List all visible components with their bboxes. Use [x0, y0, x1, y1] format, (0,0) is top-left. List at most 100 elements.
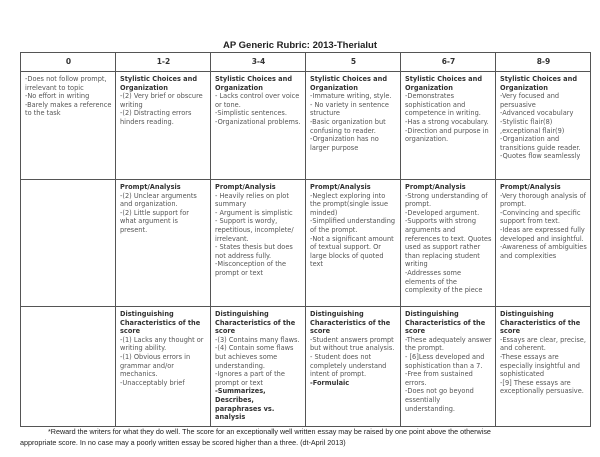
cell-heading: Distinguishing Characteristics of the sc…: [215, 310, 296, 336]
criterion-line: -Direction and purpose in organization.: [405, 126, 489, 144]
criterion-line: - Student does not completely understand…: [310, 352, 387, 379]
cell-heading: Prompt/Analysis: [310, 183, 371, 191]
criterion-line: - No variety in sentence structure: [310, 100, 389, 118]
cell-heading: Stylistic Choices and Organization: [120, 75, 198, 92]
criterion-line: -These adequately answer the prompt.: [405, 335, 492, 353]
criterion-line: - Heavily relies on plot summary: [215, 191, 289, 209]
rubric-cell: -Does not follow prompt, irrelevant to t…: [20, 71, 116, 180]
rubric-cell: Stylistic Choices and Organization -Immat…: [305, 71, 401, 180]
score-column-header: 8-9: [495, 52, 591, 72]
criterion-line: -Organization has no larger purpose: [310, 135, 379, 152]
rubric-cell: [20, 179, 116, 307]
criterion-line: -Ideas are expressed fully developed and…: [500, 225, 585, 243]
distinguishing-row: Distinguishing Characteristics of the sc…: [20, 306, 591, 427]
cell-heading: Stylistic Choices and Organization: [405, 75, 483, 92]
criterion-line: -Ignores a part of the prompt or text: [215, 370, 285, 387]
criterion-line: -Addresses some elements of the complexi…: [405, 268, 483, 295]
criterion-line: -(2) Little support for what argument is…: [120, 208, 189, 234]
criterion-line: -Misconception of the prompt or text: [215, 260, 287, 277]
criterion-line: -Developed argument.: [405, 208, 480, 217]
cell-heading: Stylistic Choices and Organization: [500, 75, 578, 92]
score-column-header: 3-4: [210, 52, 306, 72]
cell-heading: Stylistic Choices and Organization: [215, 75, 293, 92]
cell-heading: Prompt/Analysis: [120, 183, 181, 191]
prompt-analysis-row: Prompt/Analysis -(2) Unclear arguments an…: [20, 179, 591, 307]
rubric-cell: Distinguishing Characteristics of the sc…: [115, 306, 211, 427]
criterion-line: -Strong understanding of prompt.: [405, 191, 488, 209]
criterion-line: - Support is wordy, repetitious, incompl…: [215, 217, 294, 243]
criterion-line: -Quotes flow seamlessly: [500, 152, 581, 161]
criterion-line: -Not a significant amount of textual sup…: [310, 234, 394, 269]
rubric-cell: [20, 306, 116, 427]
criterion-line: - Argument is simplistic: [215, 208, 293, 217]
rubric-cell: Prompt/Analysis -Neglect exploring into t…: [305, 179, 401, 307]
criterion-line: -Does not follow prompt, irrelevant to t…: [25, 75, 107, 92]
footnote: *Reward the writers for what they do wel…: [20, 427, 585, 448]
criterion-line: -Free from sustained errors.: [405, 370, 473, 387]
criterion-line: -Stylistic flair(8) ,exceptional flair(9…: [500, 117, 565, 135]
cell-heading: Prompt/Analysis: [215, 183, 276, 191]
criterion-line: -(2) Distracting errors hinders reading.: [120, 109, 192, 126]
rubric-cell: Distinguishing Characteristics of the sc…: [400, 306, 496, 427]
criterion-line: -Demonstrates sophistication and compete…: [405, 92, 481, 118]
rubric-cell: Prompt/Analysis -Strong understanding of …: [400, 179, 496, 307]
criterion-line: -Student answers prompt but without true…: [310, 335, 395, 353]
rubric-cell: Distinguishing Characteristics of the sc…: [305, 306, 401, 427]
rubric-cell: Stylistic Choices and Organization -(2) V…: [115, 71, 211, 180]
cell-heading: Distinguishing Characteristics of the sc…: [405, 310, 486, 336]
criterion-line: -[9] These essays are exceptionally pers…: [500, 378, 584, 396]
criterion-line: -Simplified understanding of the prompt.: [310, 217, 396, 234]
criterion-line: -Immature writing, style.: [310, 92, 392, 101]
document-title: AP Generic Rubric: 2013-Therialut: [223, 40, 377, 51]
rubric-cell: Stylistic Choices and Organization -Very …: [495, 71, 591, 180]
criterion-line: -Basic organization but confusing to rea…: [310, 117, 386, 135]
stylistic-row: -Does not follow prompt, irrelevant to t…: [20, 71, 591, 180]
rubric-table: 0 1-2 3-4 5 6-7 8-9 -Does not follow prompt, …: [20, 52, 591, 427]
criterion-line: -Unacceptably brief: [120, 378, 185, 387]
rubric-cell: Distinguishing Characteristics of the sc…: [210, 306, 306, 427]
criterion-line: -(2) Unclear arguments and organization.: [120, 191, 197, 209]
criterion-line: -Very focused and persuasive: [500, 92, 560, 109]
criterion-line: -No effort in writing: [25, 92, 90, 101]
criterion-line: -Has a strong vocabulary.: [405, 117, 489, 126]
rubric-cell: Stylistic Choices and Organization - Lack…: [210, 71, 306, 180]
score-column-header: 1-2: [115, 52, 211, 72]
criterion-line: -Organization and transitions guide read…: [500, 135, 581, 152]
score-column-header: 5: [305, 52, 401, 72]
criterion-line: -(1) Lacks any thought or writing abilit…: [120, 335, 204, 353]
criterion-line: -Simplistic sentences.: [215, 109, 287, 118]
criterion-line: -(4) Contain some flaws but achieves som…: [215, 344, 294, 370]
footnote-line-1: *Reward the writers for what they do wel…: [48, 427, 491, 436]
rubric-cell: Prompt/Analysis - Heavily relies on plot …: [210, 179, 306, 307]
criterion-line: -Advanced vocabulary: [500, 109, 574, 118]
criterion-line: -(2) Very brief or obscure writing: [120, 92, 203, 109]
criterion-line-bold: -Formulaic: [310, 378, 350, 387]
criterion-line: - Lacks control over voice or tone.: [215, 92, 300, 109]
cell-heading: Stylistic Choices and Organization: [310, 75, 388, 92]
criterion-line: -Essays are clear, precise, and coherent…: [500, 335, 586, 353]
cell-heading: Prompt/Analysis: [405, 183, 466, 191]
cell-heading: Prompt/Analysis: [500, 183, 561, 191]
footnote-line-2: appropriate score. In no case may a poor…: [20, 437, 346, 447]
criterion-line: -Organizational problems.: [215, 117, 301, 126]
criterion-line-bold: -Summarizes, Describes, paraphrases vs. …: [215, 387, 275, 422]
criterion-line: - [6]Less developed and sophistication t…: [405, 352, 485, 370]
score-column-header: 0: [20, 52, 116, 72]
score-column-header: 6-7: [400, 52, 496, 72]
rubric-cell: Prompt/Analysis -(2) Unclear arguments an…: [115, 179, 211, 307]
rubric-cell: Prompt/Analysis -Very thorough analysis o…: [495, 179, 591, 307]
criterion-line: - States thesis but does not address ful…: [215, 243, 293, 260]
criterion-line: -Barely makes a reference to the task: [25, 100, 112, 118]
score-header-row: 0 1-2 3-4 5 6-7 8-9: [20, 52, 591, 72]
criterion-line: -Neglect exploring into the prompt(singl…: [310, 191, 389, 217]
criterion-line: -(3) Contains many flaws.: [215, 335, 300, 344]
criterion-line: -(1) Obvious errors in grammar and/or me…: [120, 352, 191, 379]
criterion-line: -Very thorough analysis of prompt.: [500, 191, 586, 209]
cell-heading: Distinguishing Characteristics of the sc…: [120, 310, 201, 336]
rubric-cell: Distinguishing Characteristics of the sc…: [495, 306, 591, 427]
criterion-line: -Convincing and specific support from te…: [500, 208, 581, 226]
criterion-line: -Supports with strong arguments and refe…: [405, 217, 492, 269]
cell-heading: Distinguishing Characteristics of the sc…: [500, 310, 581, 336]
criterion-line: -Awareness of ambiguities and complexiti…: [500, 243, 587, 260]
criterion-line: -Does not go beyond essentially understa…: [405, 387, 474, 413]
